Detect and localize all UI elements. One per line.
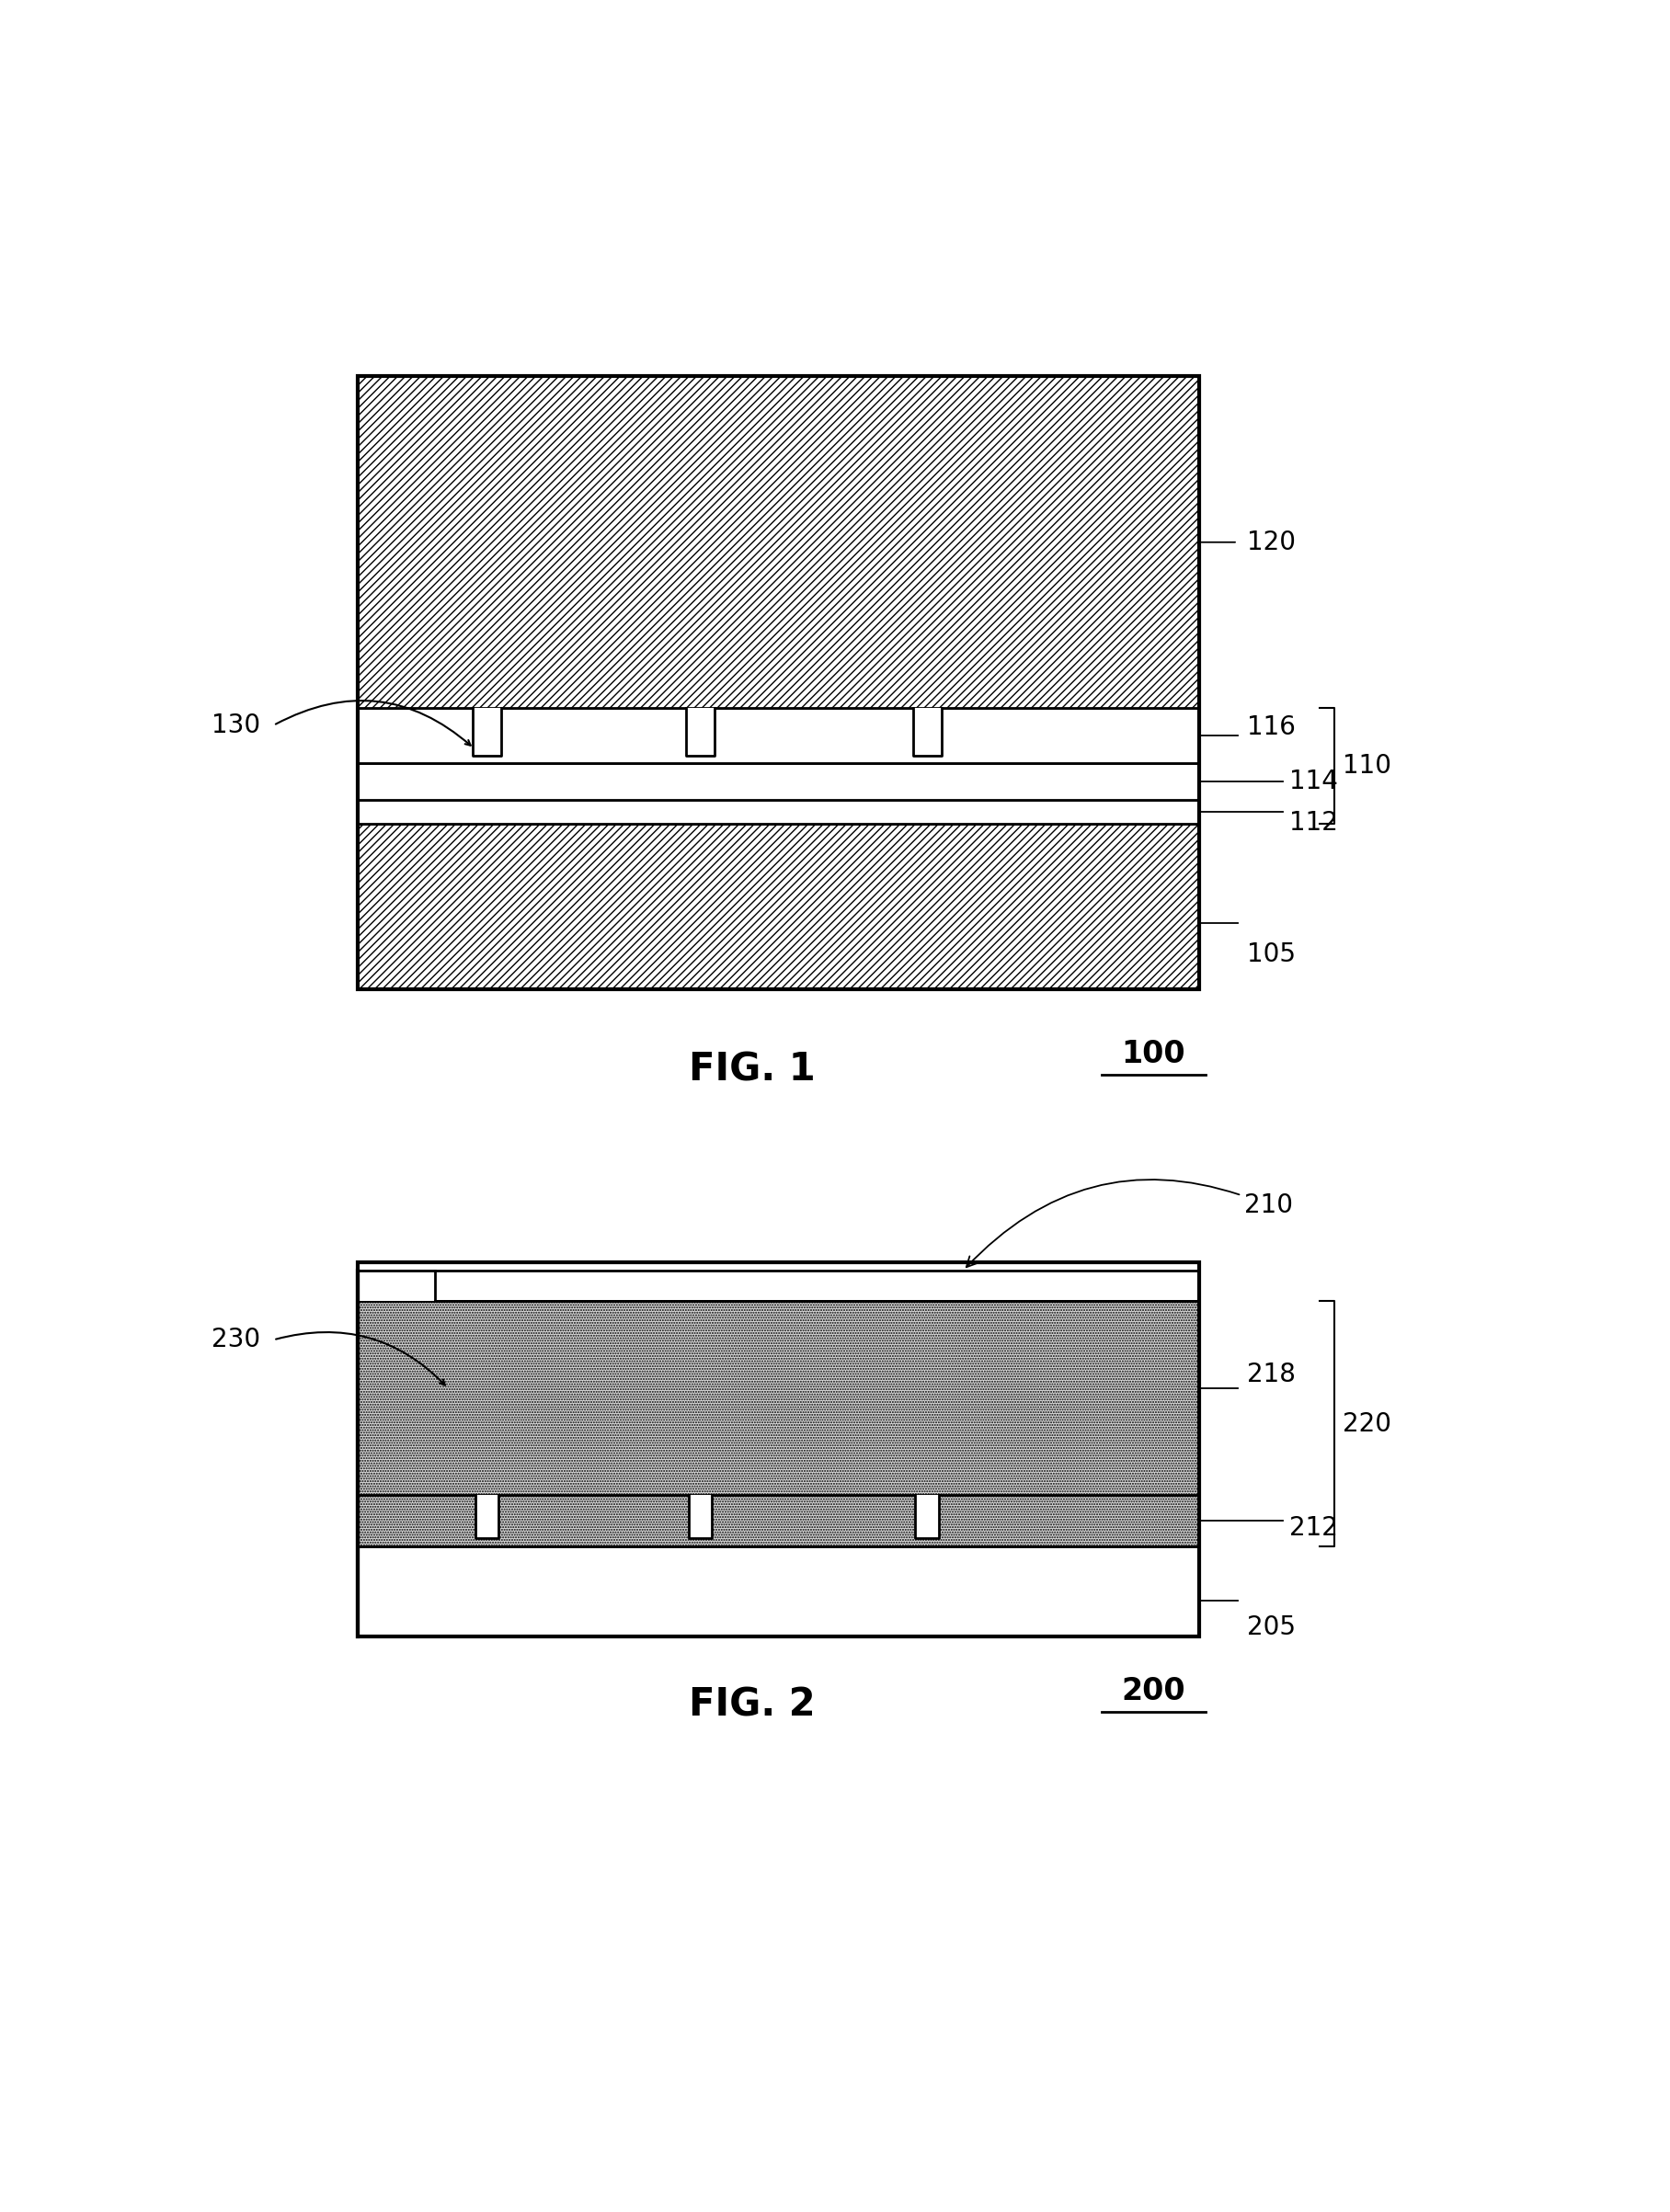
Text: 105: 105	[1247, 940, 1296, 967]
Text: 200: 200	[1122, 1677, 1186, 1705]
Text: 110: 110	[1343, 754, 1391, 779]
Text: 116: 116	[1247, 714, 1296, 739]
Bar	[357, 376, 1199, 708]
Text: 130: 130	[212, 712, 261, 739]
Bar	[913, 708, 942, 757]
Bar	[690, 1495, 711, 1537]
Text: 120: 120	[1247, 529, 1296, 555]
Bar	[686, 708, 715, 757]
Bar	[357, 1270, 1199, 1301]
Bar	[357, 1546, 1199, 1637]
Bar	[915, 1495, 939, 1537]
Bar	[357, 825, 1199, 989]
Text: 205: 205	[1247, 1615, 1296, 1641]
Bar	[357, 1261, 1199, 1637]
Text: 100: 100	[1122, 1040, 1186, 1068]
Bar	[357, 708, 1199, 763]
Text: 218: 218	[1247, 1363, 1296, 1387]
Text: 114: 114	[1289, 768, 1338, 794]
Bar	[476, 1495, 499, 1537]
Text: FIG. 1: FIG. 1	[690, 1051, 815, 1088]
Bar	[357, 801, 1199, 825]
Text: 230: 230	[212, 1327, 261, 1354]
Bar	[357, 376, 1199, 989]
Bar	[357, 1495, 1199, 1546]
Text: 112: 112	[1289, 810, 1338, 836]
Bar	[357, 1270, 436, 1301]
Text: 220: 220	[1343, 1411, 1391, 1436]
Bar	[357, 763, 1199, 801]
Bar	[357, 1301, 1199, 1495]
Text: 210: 210	[967, 1179, 1293, 1267]
Text: FIG. 2: FIG. 2	[690, 1686, 815, 1723]
Bar	[473, 708, 501, 757]
Text: 212: 212	[1289, 1515, 1338, 1540]
